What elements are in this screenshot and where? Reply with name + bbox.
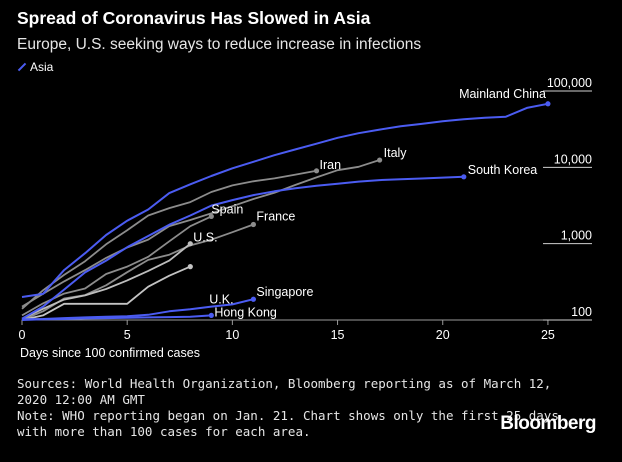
note-line-1: Note: WHO reporting began on Jan. 21. Ch… (17, 408, 559, 423)
series-end-dot-hong-kong (208, 312, 214, 318)
chart-subtitle: Europe, U.S. seeking ways to reduce incr… (17, 36, 422, 53)
y-tick-label: 10,000 (554, 152, 592, 166)
series-end-dot-south-korea (461, 174, 467, 180)
sources-line-2: 2020 12:00 AM GMT (17, 392, 145, 407)
note-line-2: with more than 100 cases for each area. (17, 424, 311, 439)
series-label-singapore: Singapore (256, 285, 313, 299)
x-tick-label: 25 (541, 328, 555, 342)
series-label-south-korea: South Korea (468, 163, 538, 177)
source-notes: Sources: World Health Organization, Bloo… (17, 376, 559, 440)
x-tick-label: 20 (436, 328, 450, 342)
series-label-france: France (256, 209, 295, 223)
series-end-dot-spain (208, 213, 214, 219)
y-tick-label: 100,000 (547, 76, 592, 90)
series-line-italy (21, 159, 380, 308)
axes: 0 5 10 15 20 25 Days since 100 confirmed cases… (19, 76, 593, 360)
x-tick-label: 5 (124, 328, 131, 342)
series-label-italy: Italy (384, 146, 408, 160)
series-label-u-k: U.K. (209, 293, 233, 307)
series-end-dot-u-s (187, 241, 193, 247)
series-label-hong-kong: Hong Kong (214, 305, 277, 319)
series-line-iran (21, 169, 317, 310)
x-tick-label: 0 (19, 328, 26, 342)
series-line-u-k (21, 265, 191, 321)
series-label-spain: Spain (211, 202, 243, 216)
series-end-dot-singapore (250, 296, 257, 302)
series-line-south-korea (21, 175, 464, 320)
x-axis-title: Days since 100 confirmed cases (20, 346, 200, 360)
series-end-dot-u-k (187, 264, 193, 270)
y-tick-label: 1,000 (561, 229, 592, 243)
series-end-dot-mainland-china (545, 101, 551, 107)
series-line-u-s (21, 242, 191, 320)
series-label-u-s: U.S. (193, 231, 217, 245)
series-line-hong-kong (21, 314, 212, 321)
x-tick-label: 15 (331, 328, 345, 342)
series-label-iran: Iran (320, 158, 342, 172)
legend: Asia (17, 60, 53, 74)
series-line-mainland-china (21, 102, 549, 298)
x-tick-label: 10 (225, 328, 239, 342)
chart-title: Spread of Coronavirus Has Slowed in Asia (17, 8, 371, 28)
y-tick-label: 100 (571, 305, 592, 319)
series-label-mainland-china: Mainland China (459, 87, 546, 101)
series-end-dot-iran (313, 168, 320, 174)
series-lines (21, 101, 551, 321)
series-end-dot-italy (377, 157, 383, 163)
series-labels: Italy Iran Spain France U.K. U.S. Mainland Chi… (193, 87, 546, 320)
sources-line-1: Sources: World Health Organization, Bloo… (17, 376, 552, 391)
series-end-dot-france (250, 221, 257, 228)
bloomberg-logo: Bloomberg (500, 413, 596, 434)
legend-label-asia: Asia (30, 60, 54, 74)
